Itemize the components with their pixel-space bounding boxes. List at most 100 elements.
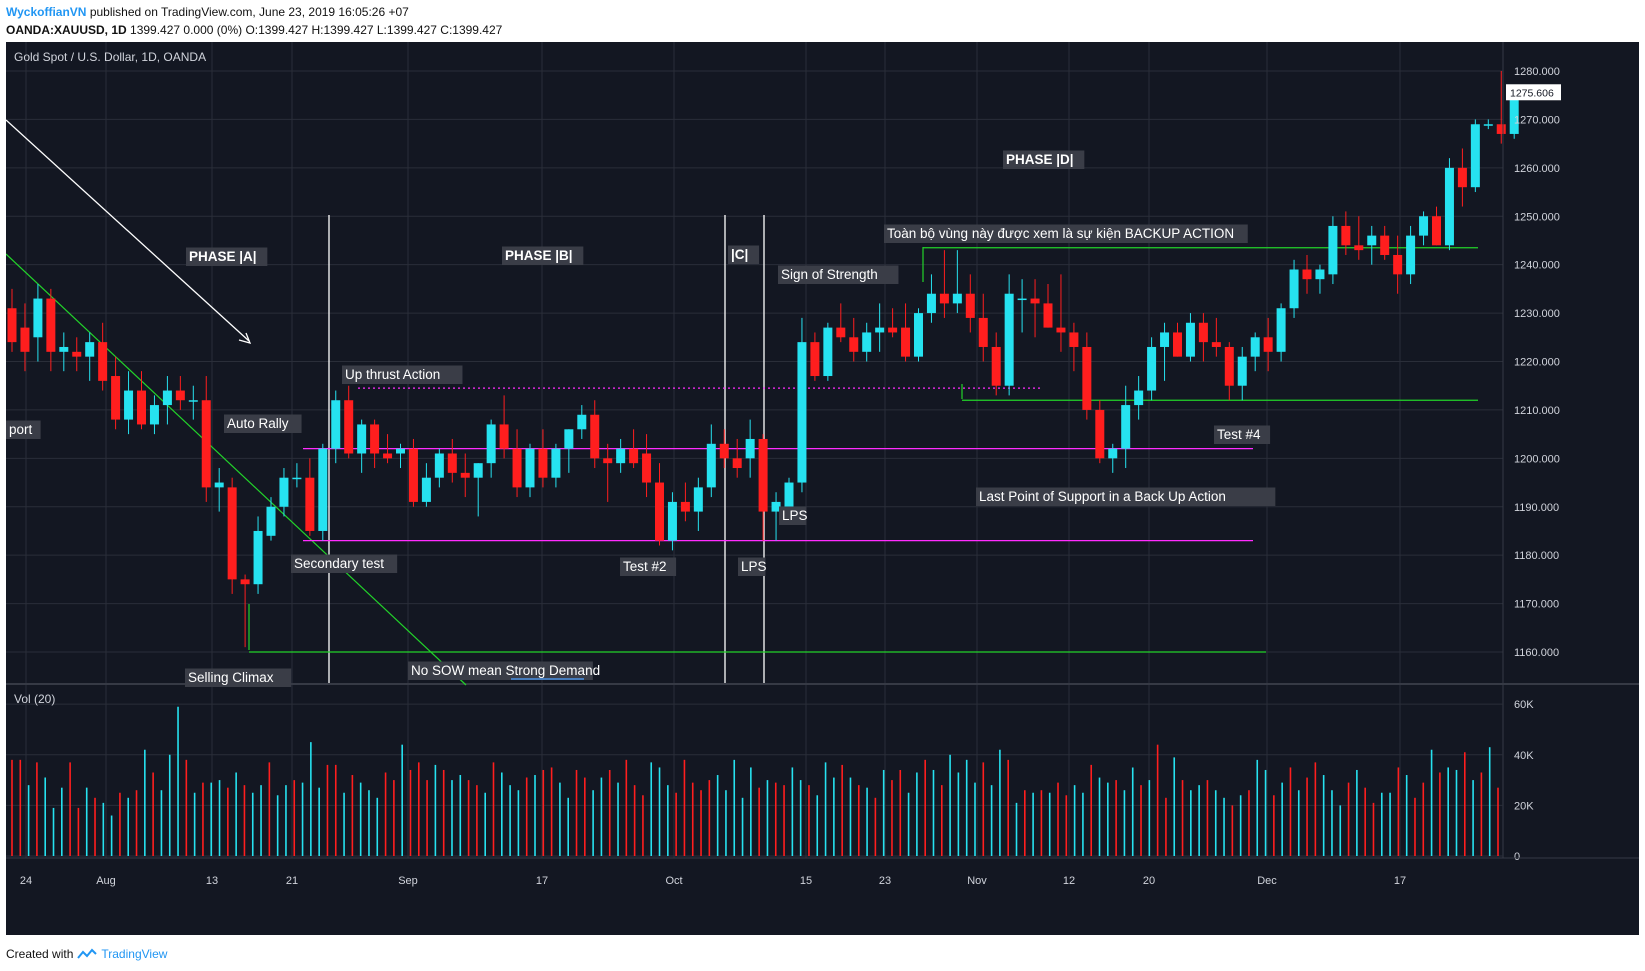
- annotation-auto-rally: Auto Rally: [227, 416, 289, 431]
- time-axis[interactable]: 24 Aug 13 21 Sep 17 Oct 15 23 Nov 12 20 Dec 17: [6, 857, 1639, 887]
- published-text: published on TradingView.com, June 23, 2…: [89, 5, 409, 19]
- price-axis[interactable]: 1160.000 1170.000 1180.000 1190.000 1200.000…: [1502, 42, 1561, 858]
- annotation-label-bg: [779, 506, 807, 525]
- annotation-label-bg: [6, 420, 41, 439]
- candle-body: [978, 317, 988, 347]
- candle-body: [551, 448, 561, 478]
- candle-body: [460, 472, 470, 478]
- candle-body: [745, 438, 755, 459]
- annotation-label-bg: [620, 557, 677, 576]
- candle-body: [383, 453, 393, 459]
- candles-layer: [7, 71, 1519, 648]
- ohlc-readout: 1399.427 0.000 (0%) O:1399.427 H:1399.42…: [130, 23, 503, 37]
- annotation-test4: Test #4: [1217, 427, 1261, 442]
- candle-body: [1069, 332, 1079, 347]
- candle-body: [667, 501, 677, 541]
- chart-frame[interactable]: PHASE |A| PHASE |B| |C| PHASE |D| port Auto R…: [5, 42, 1639, 935]
- candle-body: [434, 453, 444, 478]
- vol-tick-label: 60K: [1514, 699, 1534, 711]
- time-tick-label: 24: [20, 875, 32, 887]
- candle-body: [590, 414, 600, 459]
- vol-tick-label: 20K: [1514, 800, 1534, 812]
- candle-body: [836, 327, 846, 338]
- annotation-phase-c: |C|: [731, 247, 748, 262]
- annotation-label-bg: [342, 365, 463, 384]
- candle-body: [111, 376, 121, 420]
- candle-body: [486, 424, 496, 464]
- candle-body: [926, 293, 936, 314]
- candle-body: [1367, 235, 1377, 246]
- candle-body: [201, 400, 211, 488]
- chart-title: Gold Spot / U.S. Dollar, 1D, OANDA: [14, 50, 206, 64]
- annotation-support-cut: port: [9, 422, 33, 437]
- candle-body: [1289, 269, 1299, 309]
- publish-line: WyckoffianVN published on TradingView.co…: [6, 3, 502, 21]
- candle-body: [421, 477, 431, 502]
- publish-header: WyckoffianVN published on TradingView.co…: [6, 3, 502, 39]
- candle-body: [279, 477, 289, 507]
- price-tick-label: 1250.000: [1514, 211, 1560, 223]
- chart-canvas[interactable]: PHASE |A| PHASE |B| |C| PHASE |D| port Auto R…: [5, 42, 1639, 935]
- candle-body: [227, 487, 237, 580]
- price-tick-label: 1200.000: [1514, 453, 1560, 465]
- candle-body: [1160, 332, 1170, 347]
- footer: Created with TradingView: [6, 947, 167, 961]
- candle-body: [1496, 124, 1506, 134]
- annotation-label-bg: [186, 247, 268, 266]
- candle-body: [603, 458, 613, 464]
- candle-body: [914, 313, 923, 357]
- candle-body: [1030, 298, 1040, 304]
- price-tick-label: 1160.000: [1514, 647, 1559, 659]
- candle-body: [149, 405, 159, 425]
- candle-body: [525, 448, 535, 488]
- level-lines: [249, 247, 1478, 653]
- vol-tick-label: 0: [1514, 851, 1520, 863]
- price-tick-label: 1280.000: [1514, 66, 1560, 78]
- candle-body: [538, 448, 548, 478]
- candle-body: [124, 390, 134, 420]
- candle-body: [849, 337, 859, 352]
- candle-body: [370, 424, 380, 454]
- time-tick-label: 17: [1394, 875, 1406, 887]
- candle-body: [939, 293, 949, 304]
- candle-body: [797, 342, 807, 483]
- candle-body: [1302, 269, 1312, 280]
- candle-body: [162, 390, 172, 406]
- candle-body: [1406, 235, 1416, 275]
- price-tick-label: 1270.000: [1514, 114, 1560, 126]
- annotation-lines: [5, 119, 963, 686]
- candle-body: [965, 293, 975, 318]
- tradingview-link[interactable]: TradingView: [101, 947, 168, 961]
- time-tick-label: 12: [1063, 875, 1075, 887]
- annotation-label-bg: [1003, 150, 1085, 169]
- candle-body: [1237, 356, 1247, 386]
- candle-body: [1198, 322, 1208, 343]
- candle-body: [1457, 167, 1467, 188]
- candle-body: [1082, 346, 1092, 410]
- price-tick-label: 1170.000: [1514, 599, 1559, 611]
- price-tick-label: 1210.000: [1514, 405, 1560, 417]
- candle-body: [1328, 225, 1338, 275]
- candle-body: [214, 482, 224, 488]
- candle-body: [1509, 95, 1519, 134]
- annotation-secondary-test: Secondary test: [294, 556, 384, 571]
- annotation-label-bg: [291, 554, 398, 573]
- time-tick-label: Oct: [665, 875, 682, 887]
- annotation-test2: Test #2: [623, 559, 667, 574]
- candle-body: [706, 443, 716, 488]
- price-tick-label: 1240.000: [1514, 260, 1560, 272]
- candle-body: [98, 342, 108, 381]
- last-price-label: 1275.606: [1510, 87, 1554, 99]
- candle-body: [642, 453, 652, 483]
- price-tick-label: 1190.000: [1514, 502, 1559, 514]
- candle-body: [499, 424, 509, 449]
- candle-body: [1354, 245, 1364, 251]
- annotation-no-sow: No SOW mean Strong Demand: [411, 663, 600, 678]
- candle-body: [473, 463, 483, 478]
- author-link[interactable]: WyckoffianVN: [6, 5, 87, 19]
- price-tick-label: 1220.000: [1514, 357, 1560, 369]
- time-tick-label: 21: [286, 875, 298, 887]
- candle-body: [7, 308, 17, 343]
- annotation-lps2: LPS: [782, 508, 808, 523]
- candle-body: [46, 298, 56, 352]
